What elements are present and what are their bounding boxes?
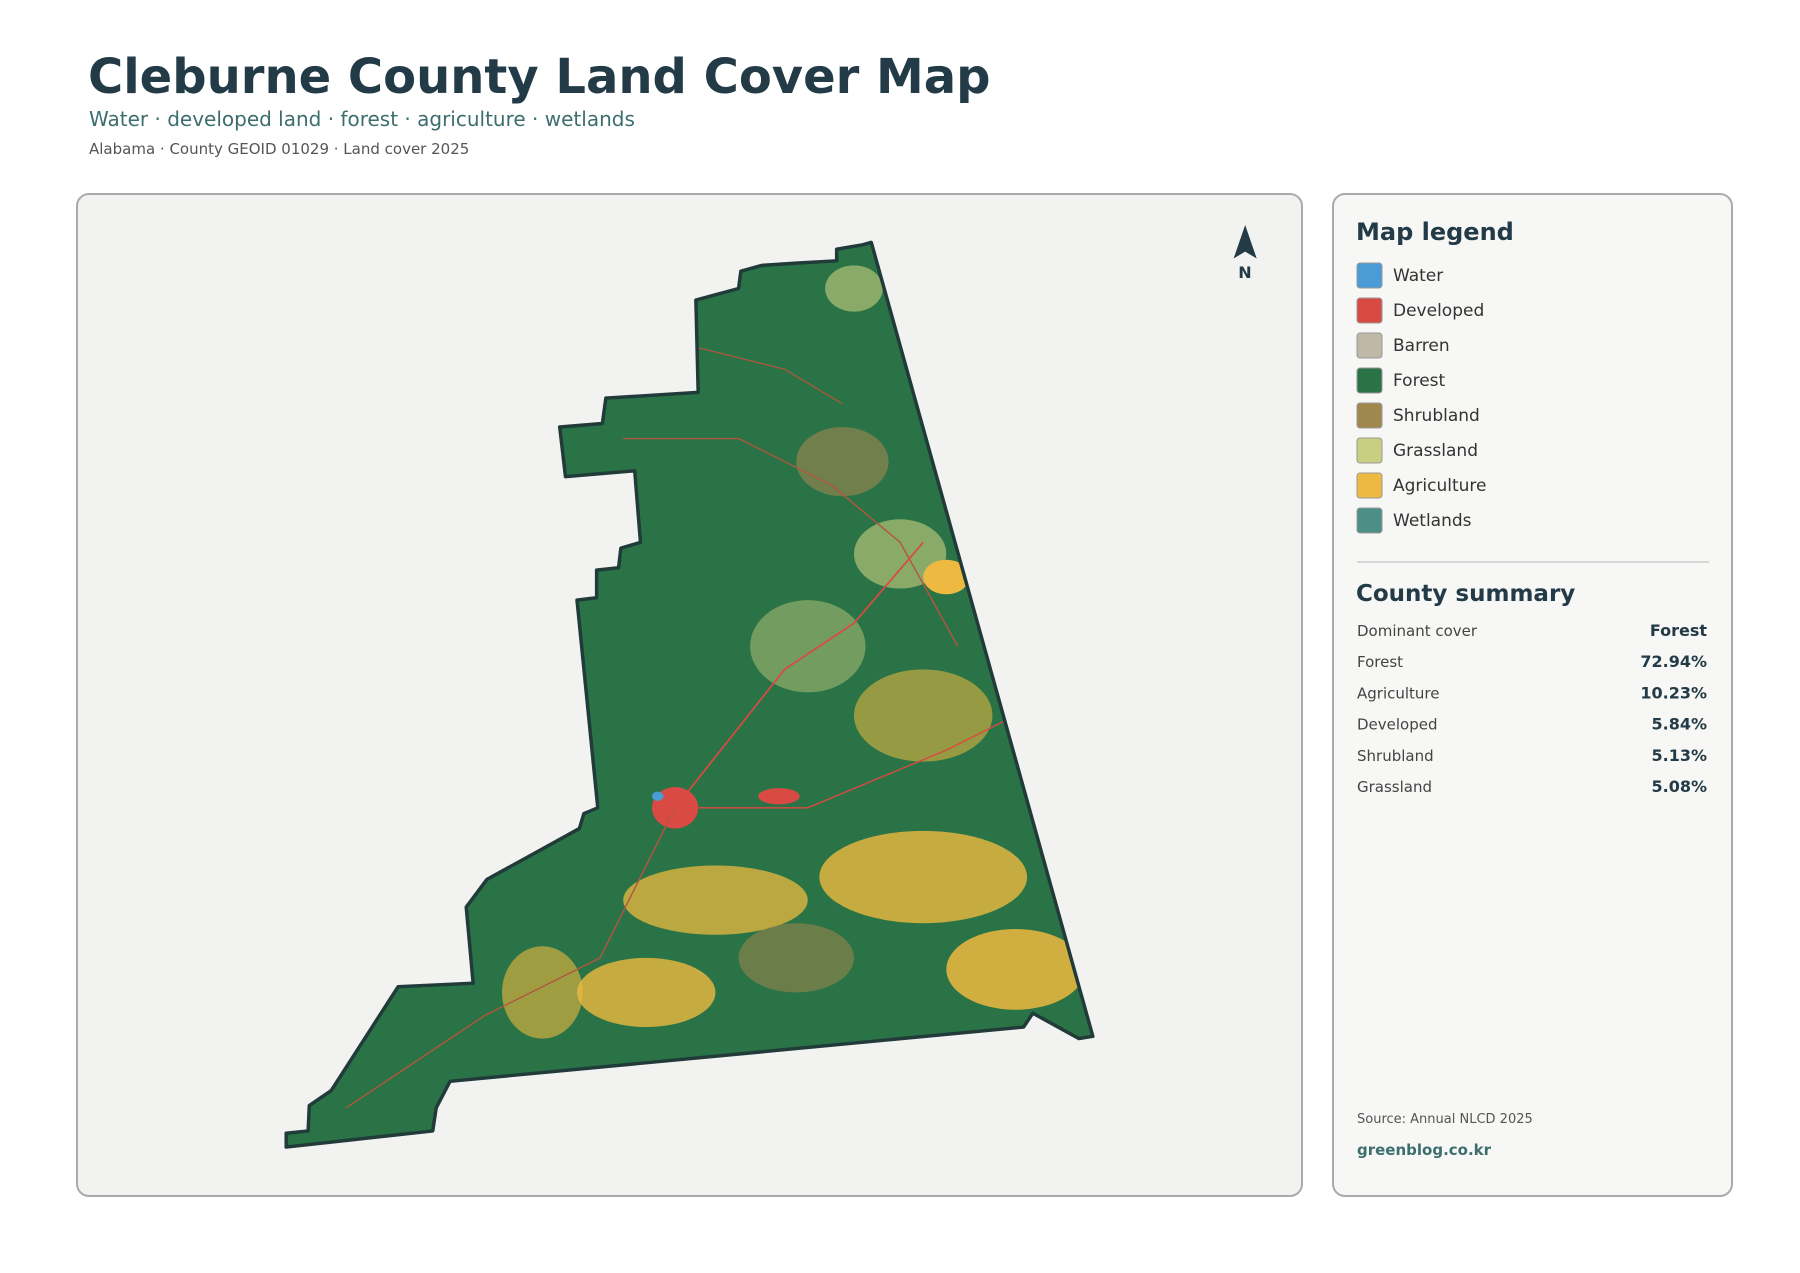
legend-label: Wetlands [1393, 511, 1472, 531]
summary-value: 5.84% [1651, 715, 1707, 734]
legend-swatch [1356, 332, 1383, 359]
legend-swatch [1356, 262, 1383, 289]
summary-value: 72.94% [1640, 652, 1707, 671]
legend-swatch [1356, 472, 1383, 499]
summary-title: County summary [1356, 581, 1575, 607]
source: Source: Annual NLCD 2025 [1357, 1112, 1533, 1127]
legend-label: Grassland [1393, 441, 1478, 461]
legend-label: Water [1393, 266, 1443, 286]
summary: Dominant cover Forest Forest 72.94% Agricult… [1357, 621, 1707, 796]
legend-label: Forest [1393, 371, 1446, 391]
summary-label: Grassland [1357, 778, 1432, 796]
legend-panel [1332, 193, 1733, 1197]
subtitle: Water · developed land · forest · agricu… [89, 107, 635, 131]
title: Cleburne County Land Cover Map [88, 49, 991, 105]
credit: greenblog.co.kr [1357, 1141, 1492, 1159]
legend: Water Developed Barren Forest Shrubland Grass… [1356, 262, 1487, 534]
legend-label: Agriculture [1393, 476, 1487, 496]
summary-value: 10.23% [1640, 683, 1707, 702]
summary-label: Dominant cover [1357, 622, 1478, 640]
legend-swatch [1356, 437, 1383, 464]
summary-label: Agriculture [1357, 684, 1440, 702]
legend-title: Map legend [1356, 218, 1514, 246]
legend-swatch [1356, 297, 1383, 324]
legend-label: Barren [1393, 336, 1450, 356]
summary-value: Forest [1650, 621, 1708, 640]
summary-label: Shrubland [1357, 747, 1434, 765]
north-arrow [1233, 225, 1257, 259]
summary-value: 5.08% [1651, 777, 1707, 796]
county-outline [284, 240, 1095, 1149]
north-label: N [1238, 263, 1251, 282]
meta: Alabama · County GEOID 01029 · Land cove… [89, 140, 469, 158]
summary-label: Developed [1357, 716, 1438, 734]
summary-value: 5.13% [1651, 746, 1707, 765]
summary-label: Forest [1357, 653, 1403, 671]
legend-swatch [1356, 367, 1383, 394]
legend-label: Shrubland [1393, 406, 1480, 426]
legend-label: Developed [1393, 301, 1484, 321]
legend-swatch [1356, 507, 1383, 534]
land-cover-patches [345, 265, 1085, 1109]
legend-swatch [1356, 402, 1383, 429]
